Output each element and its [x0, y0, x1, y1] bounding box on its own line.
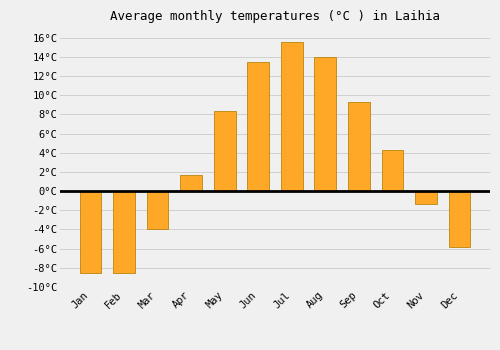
Bar	[382, 150, 404, 191]
Bar	[314, 57, 336, 191]
Bar	[180, 175, 202, 191]
Bar	[281, 42, 302, 191]
Bar	[415, 191, 437, 204]
Bar	[448, 191, 470, 247]
Bar	[214, 111, 236, 191]
Title: Average monthly temperatures (°C ) in Laihia: Average monthly temperatures (°C ) in La…	[110, 10, 440, 23]
Bar	[113, 191, 135, 273]
Bar	[248, 62, 269, 191]
Bar	[348, 102, 370, 191]
Bar	[146, 191, 169, 230]
Bar	[80, 191, 102, 273]
